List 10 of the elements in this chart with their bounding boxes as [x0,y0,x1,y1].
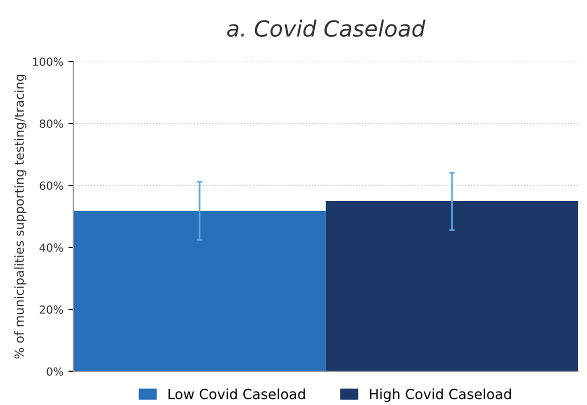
legend-label: Low Covid Caseload [168,388,305,400]
chart-title: a. Covid Caseload [227,20,426,37]
y-tick-label: 0% [46,367,64,376]
y-tick-label: 20% [40,305,64,314]
y-tick-label: 80% [40,120,64,128]
y-tick-label: 100% [33,58,64,66]
legend-label: High Covid Caseload [370,388,511,402]
y-tick-label: 40% [40,243,64,252]
y-tick-label: 60% [40,181,64,190]
y-axis-title: % of municipalities supporting testing/tracing [14,74,26,359]
